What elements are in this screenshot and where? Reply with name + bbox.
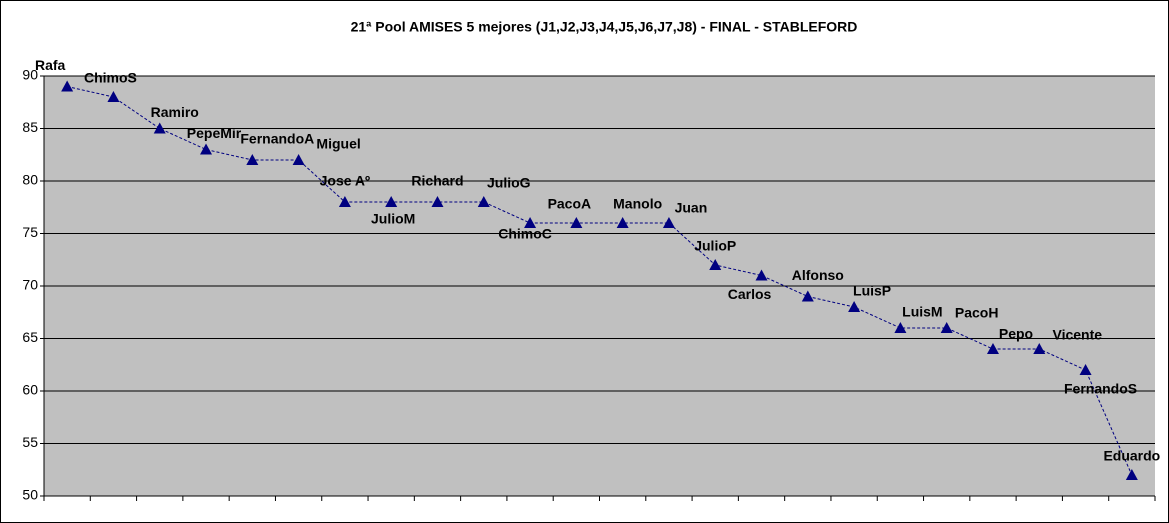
marker: [709, 259, 722, 270]
marker: [1033, 343, 1046, 354]
point-label: ChimoC: [498, 226, 552, 242]
point-label: JulioG: [487, 175, 531, 191]
marker: [338, 196, 351, 207]
marker: [292, 154, 305, 165]
point-label: PacoA: [548, 196, 592, 212]
point-label: Richard: [411, 173, 463, 189]
point-label: Alfonso: [792, 267, 844, 283]
marker: [431, 196, 444, 207]
y-tick-label: 55: [22, 434, 38, 450]
point-label: LuisM: [902, 304, 942, 320]
marker: [662, 217, 675, 228]
chart-title: 21ª Pool AMISES 5 mejores (J1,J2,J3,J4,J…: [351, 19, 858, 35]
marker: [246, 154, 259, 165]
point-label: Jose Aº: [320, 173, 371, 189]
point-label: PacoH: [955, 305, 999, 321]
point-label: Manolo: [613, 196, 662, 212]
marker: [107, 91, 120, 102]
point-label: PepeMir: [187, 125, 242, 141]
marker: [940, 322, 953, 333]
marker: [755, 269, 768, 281]
marker: [61, 80, 74, 92]
point-label: Carlos: [728, 286, 772, 302]
y-tick-label: 50: [22, 487, 38, 503]
point-label: ChimoS: [84, 70, 137, 86]
marker: [848, 301, 861, 312]
point-label: FernandoS: [1064, 381, 1137, 397]
y-tick-label: 70: [22, 277, 38, 293]
marker: [1079, 364, 1092, 375]
point-label: JulioP: [694, 238, 736, 254]
marker: [1125, 469, 1138, 480]
y-tick-label: 65: [22, 329, 38, 345]
point-label: Miguel: [316, 136, 360, 152]
y-tick-label: 75: [22, 224, 38, 240]
marker: [385, 196, 398, 207]
point-label: Eduardo: [1103, 448, 1160, 464]
y-tick-label: 85: [22, 119, 38, 135]
marker: [524, 217, 537, 228]
marker: [894, 322, 907, 333]
point-label: Vicente: [1052, 327, 1102, 343]
point-label: FernandoA: [240, 131, 314, 147]
point-label: Juan: [675, 200, 708, 216]
point-label: Rafa: [35, 57, 66, 73]
point-label: Pepo: [999, 326, 1033, 342]
point-label: JulioM: [371, 211, 415, 227]
y-tick-label: 90: [22, 67, 38, 83]
marker: [570, 217, 583, 228]
y-tick-label: 80: [22, 172, 38, 188]
y-tick-label: 60: [22, 382, 38, 398]
point-label: Ramiro: [151, 104, 199, 120]
marker: [153, 122, 166, 134]
marker: [616, 217, 629, 228]
marker: [200, 143, 213, 155]
marker: [801, 290, 814, 302]
marker: [477, 196, 490, 207]
point-label: LuisP: [853, 283, 891, 299]
marker: [986, 343, 999, 354]
